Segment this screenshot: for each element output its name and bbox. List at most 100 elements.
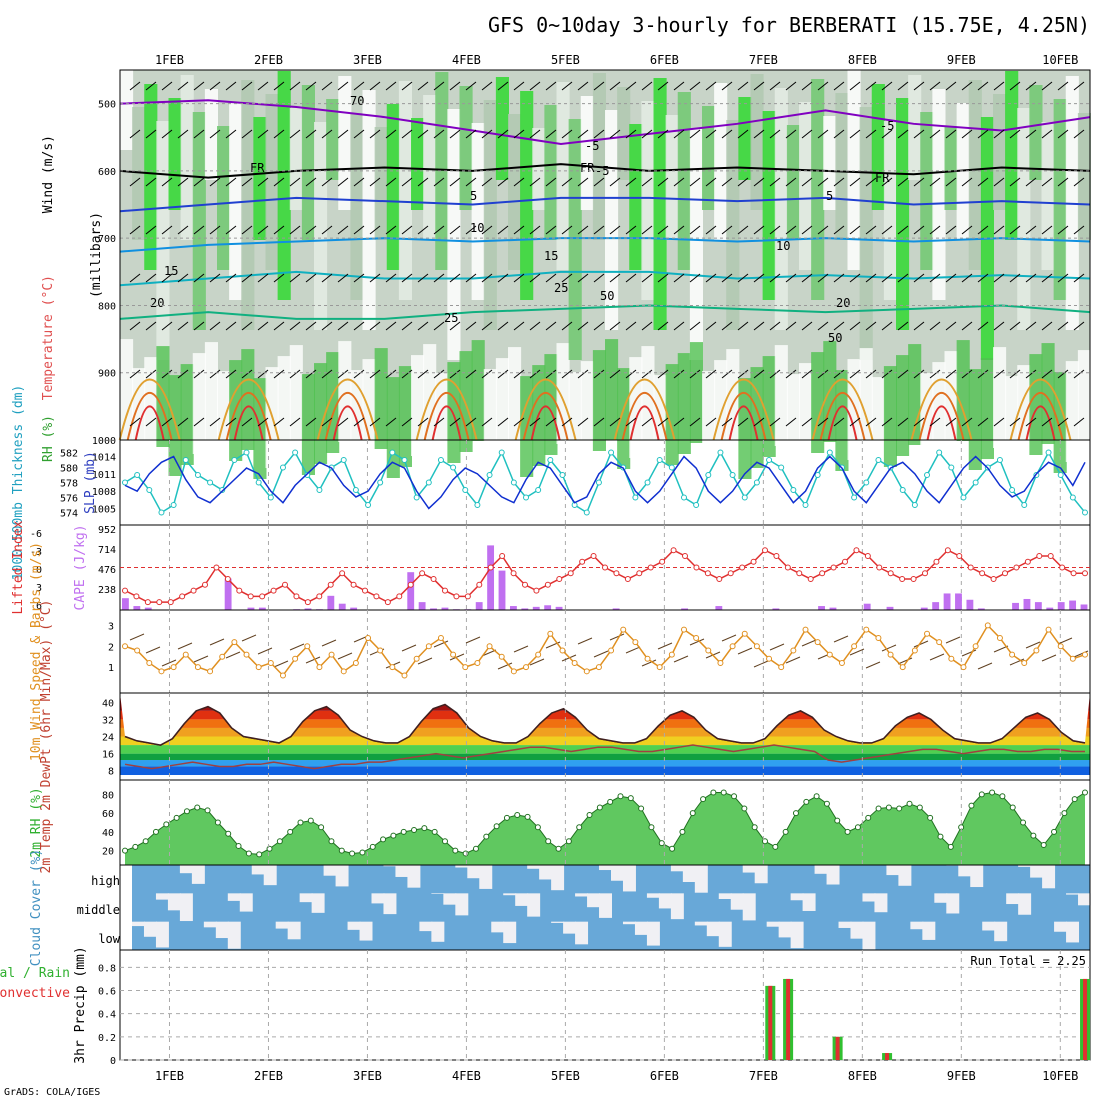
- wind-barb: [465, 177, 477, 187]
- rh-shade-low: [653, 375, 667, 476]
- rh-point: [947, 843, 954, 850]
- wind-barb: [129, 369, 141, 379]
- wind-barb: [769, 273, 781, 283]
- warm-contour: [316, 378, 379, 441]
- lifted-index-point: [819, 570, 826, 577]
- wind-barb: [561, 177, 573, 187]
- wind-barb: [465, 225, 477, 235]
- wind-barb: [1009, 225, 1021, 235]
- wind-barb: [801, 129, 813, 139]
- wind-barb: [817, 321, 829, 331]
- wind-barb: [689, 369, 701, 379]
- cloud-cell: [862, 921, 876, 950]
- cape-ylabel-group: CAPE (J/kg): [73, 524, 88, 610]
- rh-point: [411, 827, 418, 833]
- wind-barb: [225, 273, 237, 283]
- rh-shade: [1041, 122, 1055, 270]
- wind-barb: [817, 129, 829, 139]
- temp-ylabel-group: 2m Temp 2m DewPt (6hr Min/Max) (°C): [39, 600, 54, 874]
- wind-barb: [929, 177, 941, 187]
- thickness-point: [595, 479, 602, 486]
- wind-barb: [193, 417, 205, 427]
- rh-shade-low: [689, 342, 703, 443]
- rh-shade: [217, 126, 231, 270]
- rh-point: [318, 824, 325, 831]
- rh-shade: [580, 96, 594, 210]
- wind-barb: [193, 655, 209, 663]
- wind-barb: [449, 321, 461, 331]
- wind-speed-point: [948, 655, 955, 662]
- wind-barb: [353, 321, 365, 331]
- rh-point: [927, 814, 934, 821]
- wind-barb: [641, 659, 657, 667]
- wind-barb: [321, 273, 333, 283]
- lifted-index-point: [224, 576, 231, 583]
- wind-barb: [337, 225, 349, 235]
- run-total: Run Total = 2.25: [970, 954, 1086, 968]
- wind-barb: [177, 273, 189, 283]
- rh-shade: [144, 84, 158, 270]
- wind-barb: [1025, 129, 1037, 139]
- cloud-cell: [850, 921, 864, 939]
- wind-barb: [321, 177, 333, 187]
- wind-barb: [225, 321, 237, 331]
- lifted-index-point: [716, 576, 723, 583]
- rh-point: [1082, 789, 1088, 796]
- rh-shade: [556, 82, 570, 270]
- time-label-bottom: 2FEB: [254, 1069, 283, 1083]
- rh-point: [968, 802, 975, 809]
- temp-mask: [120, 693, 1090, 746]
- wind-speed-point: [571, 659, 578, 666]
- wind-barb: [401, 177, 413, 187]
- wind-speed-point: [717, 659, 724, 666]
- rh-shade: [956, 103, 970, 240]
- wind-barb: [273, 81, 285, 91]
- thickness-point: [377, 479, 384, 486]
- rh-point: [896, 805, 903, 812]
- rh-point: [142, 838, 149, 845]
- warm-contour: [712, 378, 775, 441]
- wind-barb: [1009, 321, 1021, 331]
- rh-point: [772, 843, 779, 850]
- cloud-cell: [251, 865, 265, 875]
- wind-barb: [673, 369, 685, 379]
- cloud-cell: [706, 921, 720, 937]
- wind-barb: [321, 225, 333, 235]
- wind-barb: [929, 225, 941, 235]
- rh-point: [514, 812, 521, 818]
- rh-shade-low: [338, 341, 352, 442]
- wind-speed-point: [474, 659, 481, 666]
- rh-shade: [641, 101, 655, 300]
- warm-contour: [621, 391, 668, 441]
- time-label-bottom: 1FEB: [155, 1069, 184, 1083]
- cloud-row-label: low: [98, 932, 120, 946]
- wind-barb: [369, 273, 381, 283]
- cloud-cell: [994, 921, 1008, 942]
- wind-barb: [593, 129, 605, 139]
- wind-barb: [961, 129, 973, 139]
- wind-barb: [705, 417, 717, 427]
- rh-shade: [265, 94, 279, 270]
- wind-barb: [785, 656, 801, 664]
- wind-speed-point: [547, 630, 554, 637]
- wind-barb: [481, 177, 493, 187]
- wind-barb: [865, 129, 877, 139]
- wind-barb: [1025, 177, 1037, 187]
- wind-barb: [401, 129, 413, 139]
- wind-barb: [1057, 225, 1069, 235]
- cape-bar: [418, 602, 426, 610]
- rh-shade: [811, 79, 825, 300]
- lifted-index-point: [476, 581, 483, 588]
- wind-speed-point: [595, 664, 602, 671]
- wind-barb: [529, 81, 541, 91]
- rh-point: [638, 805, 645, 812]
- contour-label: FR: [875, 171, 890, 185]
- cape-bar: [1080, 604, 1088, 610]
- lifted-index-point: [282, 581, 288, 588]
- rh-point: [235, 842, 242, 849]
- wind-barb: [705, 177, 717, 187]
- rh-shade-low: [580, 361, 594, 462]
- wind-barb: [913, 81, 925, 91]
- lifted-index-point: [1047, 552, 1054, 559]
